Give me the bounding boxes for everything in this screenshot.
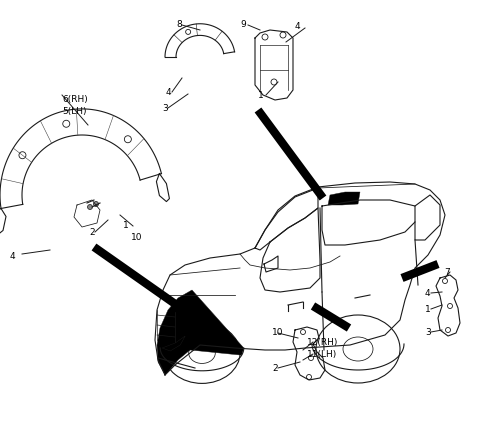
Text: 12(RH): 12(RH) <box>307 338 338 347</box>
Text: 1: 1 <box>425 305 431 314</box>
Text: 1: 1 <box>258 91 264 100</box>
Polygon shape <box>162 336 185 351</box>
Text: 3: 3 <box>425 328 431 337</box>
Text: 9: 9 <box>240 20 246 29</box>
Text: 4: 4 <box>425 289 431 298</box>
Text: 8: 8 <box>176 20 182 29</box>
Text: 2: 2 <box>89 228 95 237</box>
Text: 7: 7 <box>444 268 450 277</box>
Text: 4: 4 <box>295 22 300 31</box>
Text: 10: 10 <box>131 233 143 242</box>
Text: 11(LH): 11(LH) <box>307 350 337 359</box>
Text: 3: 3 <box>162 104 168 113</box>
Text: 6(RH): 6(RH) <box>62 95 88 104</box>
Text: 5(LH): 5(LH) <box>62 107 86 116</box>
Polygon shape <box>157 290 244 375</box>
Circle shape <box>94 201 98 206</box>
Polygon shape <box>328 192 360 205</box>
Text: 1: 1 <box>123 221 129 230</box>
Text: 4: 4 <box>166 88 172 97</box>
Circle shape <box>87 205 93 209</box>
Text: 10: 10 <box>272 328 284 337</box>
Text: 4: 4 <box>10 252 16 261</box>
Text: 2: 2 <box>272 364 277 373</box>
